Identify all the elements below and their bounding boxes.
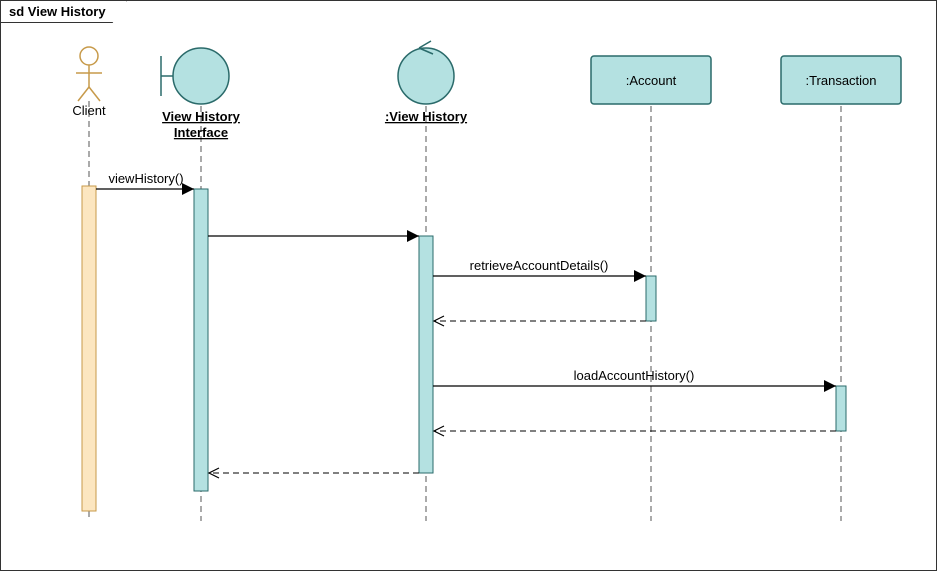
activation-client xyxy=(82,186,96,511)
actor-client-label: Client xyxy=(72,103,106,118)
msg-load-label: loadAccountHistory() xyxy=(574,368,695,383)
msg-viewhistory-label: viewHistory() xyxy=(108,171,183,186)
activation-transaction xyxy=(836,386,846,431)
class-transaction-label: :Transaction xyxy=(805,73,876,88)
class-account-label: :Account xyxy=(626,73,677,88)
control-viewhistory: :View History xyxy=(385,41,468,124)
msg-retrieve-label: retrieveAccountDetails() xyxy=(470,258,609,273)
class-transaction: :Transaction xyxy=(781,56,901,104)
activation-account xyxy=(646,276,656,321)
control-label: :View History xyxy=(385,109,468,124)
boundary-label-2: Interface xyxy=(174,125,228,140)
boundary-label-1: View History xyxy=(162,109,241,124)
activations-group xyxy=(82,186,846,511)
boundary-interface: View History Interface xyxy=(161,48,241,140)
activation-interface xyxy=(194,189,208,491)
class-account: :Account xyxy=(591,56,711,104)
activation-control xyxy=(419,236,433,473)
diagram-svg: Client View History Interface :View Hist… xyxy=(1,1,936,570)
sequence-diagram-frame: sd View History Client xyxy=(0,0,937,571)
actor-client: Client xyxy=(72,47,106,118)
